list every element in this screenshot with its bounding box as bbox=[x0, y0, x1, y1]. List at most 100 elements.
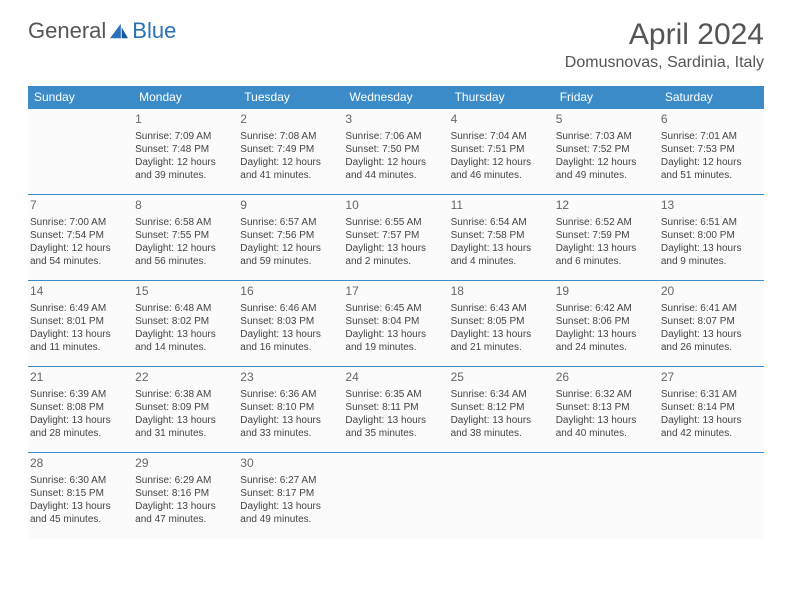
calendar-day-cell: 7Sunrise: 7:00 AMSunset: 7:54 PMDaylight… bbox=[28, 195, 133, 281]
day-number: 21 bbox=[30, 370, 131, 386]
calendar-day-cell: 27Sunrise: 6:31 AMSunset: 8:14 PMDayligh… bbox=[659, 367, 764, 453]
calendar-day-cell: 23Sunrise: 6:36 AMSunset: 8:10 PMDayligh… bbox=[238, 367, 343, 453]
day-number: 26 bbox=[556, 370, 657, 386]
day-header: Monday bbox=[133, 86, 238, 109]
day-info-line: Sunrise: 6:54 AM bbox=[451, 216, 552, 229]
day-info-line: and 49 minutes. bbox=[556, 169, 657, 182]
day-header-row: Sunday Monday Tuesday Wednesday Thursday… bbox=[28, 86, 764, 109]
day-info-line: Sunrise: 7:03 AM bbox=[556, 130, 657, 143]
day-info-line: Sunset: 7:58 PM bbox=[451, 229, 552, 242]
calendar-day-cell: 29Sunrise: 6:29 AMSunset: 8:16 PMDayligh… bbox=[133, 453, 238, 539]
day-number: 3 bbox=[345, 112, 446, 128]
day-info-line: Daylight: 12 hours bbox=[135, 242, 236, 255]
day-info-line: Daylight: 13 hours bbox=[30, 414, 131, 427]
day-info-line: Daylight: 13 hours bbox=[30, 500, 131, 513]
calendar-day-cell: 15Sunrise: 6:48 AMSunset: 8:02 PMDayligh… bbox=[133, 281, 238, 367]
day-info-line: Sunset: 8:08 PM bbox=[30, 401, 131, 414]
calendar-day-cell bbox=[343, 453, 448, 539]
location-label: Domusnovas, Sardinia, Italy bbox=[565, 54, 764, 72]
calendar-day-cell bbox=[449, 453, 554, 539]
day-number: 12 bbox=[556, 198, 657, 214]
calendar-day-cell bbox=[659, 453, 764, 539]
day-number: 30 bbox=[240, 456, 341, 472]
day-info-line: Daylight: 13 hours bbox=[240, 500, 341, 513]
day-info-line: Sunset: 7:54 PM bbox=[30, 229, 131, 242]
calendar-day-cell: 16Sunrise: 6:46 AMSunset: 8:03 PMDayligh… bbox=[238, 281, 343, 367]
day-info-line: Daylight: 13 hours bbox=[451, 242, 552, 255]
day-info-line: Daylight: 12 hours bbox=[345, 156, 446, 169]
day-header: Sunday bbox=[28, 86, 133, 109]
day-info-line: Daylight: 13 hours bbox=[240, 328, 341, 341]
day-info-line: Daylight: 12 hours bbox=[30, 242, 131, 255]
day-info-line: Sunset: 8:06 PM bbox=[556, 315, 657, 328]
day-number: 28 bbox=[30, 456, 131, 472]
calendar-day-cell: 26Sunrise: 6:32 AMSunset: 8:13 PMDayligh… bbox=[554, 367, 659, 453]
day-info-line: Daylight: 13 hours bbox=[451, 328, 552, 341]
day-info-line: Sunset: 7:49 PM bbox=[240, 143, 341, 156]
day-info-line: and 9 minutes. bbox=[661, 255, 762, 268]
day-info-line: Sunset: 7:52 PM bbox=[556, 143, 657, 156]
day-info-line: Sunrise: 6:51 AM bbox=[661, 216, 762, 229]
calendar-day-cell: 9Sunrise: 6:57 AMSunset: 7:56 PMDaylight… bbox=[238, 195, 343, 281]
day-number: 6 bbox=[661, 112, 762, 128]
calendar-week-row: 7Sunrise: 7:00 AMSunset: 7:54 PMDaylight… bbox=[28, 195, 764, 281]
day-info-line: Daylight: 13 hours bbox=[345, 414, 446, 427]
day-info-line: and 24 minutes. bbox=[556, 341, 657, 354]
day-number: 8 bbox=[135, 198, 236, 214]
day-info-line: Sunrise: 6:45 AM bbox=[345, 302, 446, 315]
day-info-line: and 49 minutes. bbox=[240, 513, 341, 526]
day-info-line: and 33 minutes. bbox=[240, 427, 341, 440]
day-info-line: Sunrise: 6:35 AM bbox=[345, 388, 446, 401]
day-info-line: Sunrise: 7:06 AM bbox=[345, 130, 446, 143]
day-info-line: Sunrise: 6:58 AM bbox=[135, 216, 236, 229]
day-info-line: and 19 minutes. bbox=[345, 341, 446, 354]
day-info-line: Sunrise: 7:00 AM bbox=[30, 216, 131, 229]
day-info-line: and 47 minutes. bbox=[135, 513, 236, 526]
calendar-day-cell: 19Sunrise: 6:42 AMSunset: 8:06 PMDayligh… bbox=[554, 281, 659, 367]
day-number: 5 bbox=[556, 112, 657, 128]
day-info-line: and 11 minutes. bbox=[30, 341, 131, 354]
page-header: General Blue April 2024 Domusnovas, Sard… bbox=[28, 18, 764, 72]
calendar-day-cell bbox=[28, 109, 133, 195]
brand-part2: Blue bbox=[132, 18, 176, 44]
day-info-line: Sunset: 8:09 PM bbox=[135, 401, 236, 414]
day-info-line: and 14 minutes. bbox=[135, 341, 236, 354]
day-info-line: Sunrise: 6:39 AM bbox=[30, 388, 131, 401]
day-info-line: Sunset: 8:07 PM bbox=[661, 315, 762, 328]
calendar-day-cell: 30Sunrise: 6:27 AMSunset: 8:17 PMDayligh… bbox=[238, 453, 343, 539]
day-info-line: Sunset: 7:57 PM bbox=[345, 229, 446, 242]
day-info-line: Daylight: 13 hours bbox=[135, 328, 236, 341]
day-header: Saturday bbox=[659, 86, 764, 109]
day-info-line: Sunrise: 7:09 AM bbox=[135, 130, 236, 143]
day-number: 15 bbox=[135, 284, 236, 300]
calendar-day-cell: 24Sunrise: 6:35 AMSunset: 8:11 PMDayligh… bbox=[343, 367, 448, 453]
day-number: 13 bbox=[661, 198, 762, 214]
calendar-week-row: 14Sunrise: 6:49 AMSunset: 8:01 PMDayligh… bbox=[28, 281, 764, 367]
day-info-line: Sunset: 8:11 PM bbox=[345, 401, 446, 414]
day-number: 29 bbox=[135, 456, 236, 472]
calendar-day-cell: 22Sunrise: 6:38 AMSunset: 8:09 PMDayligh… bbox=[133, 367, 238, 453]
day-info-line: and 45 minutes. bbox=[30, 513, 131, 526]
day-header: Thursday bbox=[449, 86, 554, 109]
day-info-line: Sunset: 8:00 PM bbox=[661, 229, 762, 242]
day-info-line: Daylight: 12 hours bbox=[135, 156, 236, 169]
day-info-line: Sunrise: 7:08 AM bbox=[240, 130, 341, 143]
calendar-day-cell: 18Sunrise: 6:43 AMSunset: 8:05 PMDayligh… bbox=[449, 281, 554, 367]
calendar-day-cell: 4Sunrise: 7:04 AMSunset: 7:51 PMDaylight… bbox=[449, 109, 554, 195]
day-info-line: Sunrise: 7:04 AM bbox=[451, 130, 552, 143]
day-number: 16 bbox=[240, 284, 341, 300]
day-info-line: Sunrise: 6:27 AM bbox=[240, 474, 341, 487]
day-info-line: Daylight: 13 hours bbox=[556, 328, 657, 341]
day-info-line: Sunset: 7:51 PM bbox=[451, 143, 552, 156]
day-info-line: and 4 minutes. bbox=[451, 255, 552, 268]
day-number: 20 bbox=[661, 284, 762, 300]
calendar-day-cell: 14Sunrise: 6:49 AMSunset: 8:01 PMDayligh… bbox=[28, 281, 133, 367]
day-number: 19 bbox=[556, 284, 657, 300]
day-info-line: Sunrise: 6:52 AM bbox=[556, 216, 657, 229]
day-info-line: Sunset: 8:05 PM bbox=[451, 315, 552, 328]
day-info-line: and 42 minutes. bbox=[661, 427, 762, 440]
day-info-line: and 26 minutes. bbox=[661, 341, 762, 354]
day-number: 25 bbox=[451, 370, 552, 386]
day-info-line: Sunset: 7:53 PM bbox=[661, 143, 762, 156]
day-info-line: Daylight: 13 hours bbox=[30, 328, 131, 341]
